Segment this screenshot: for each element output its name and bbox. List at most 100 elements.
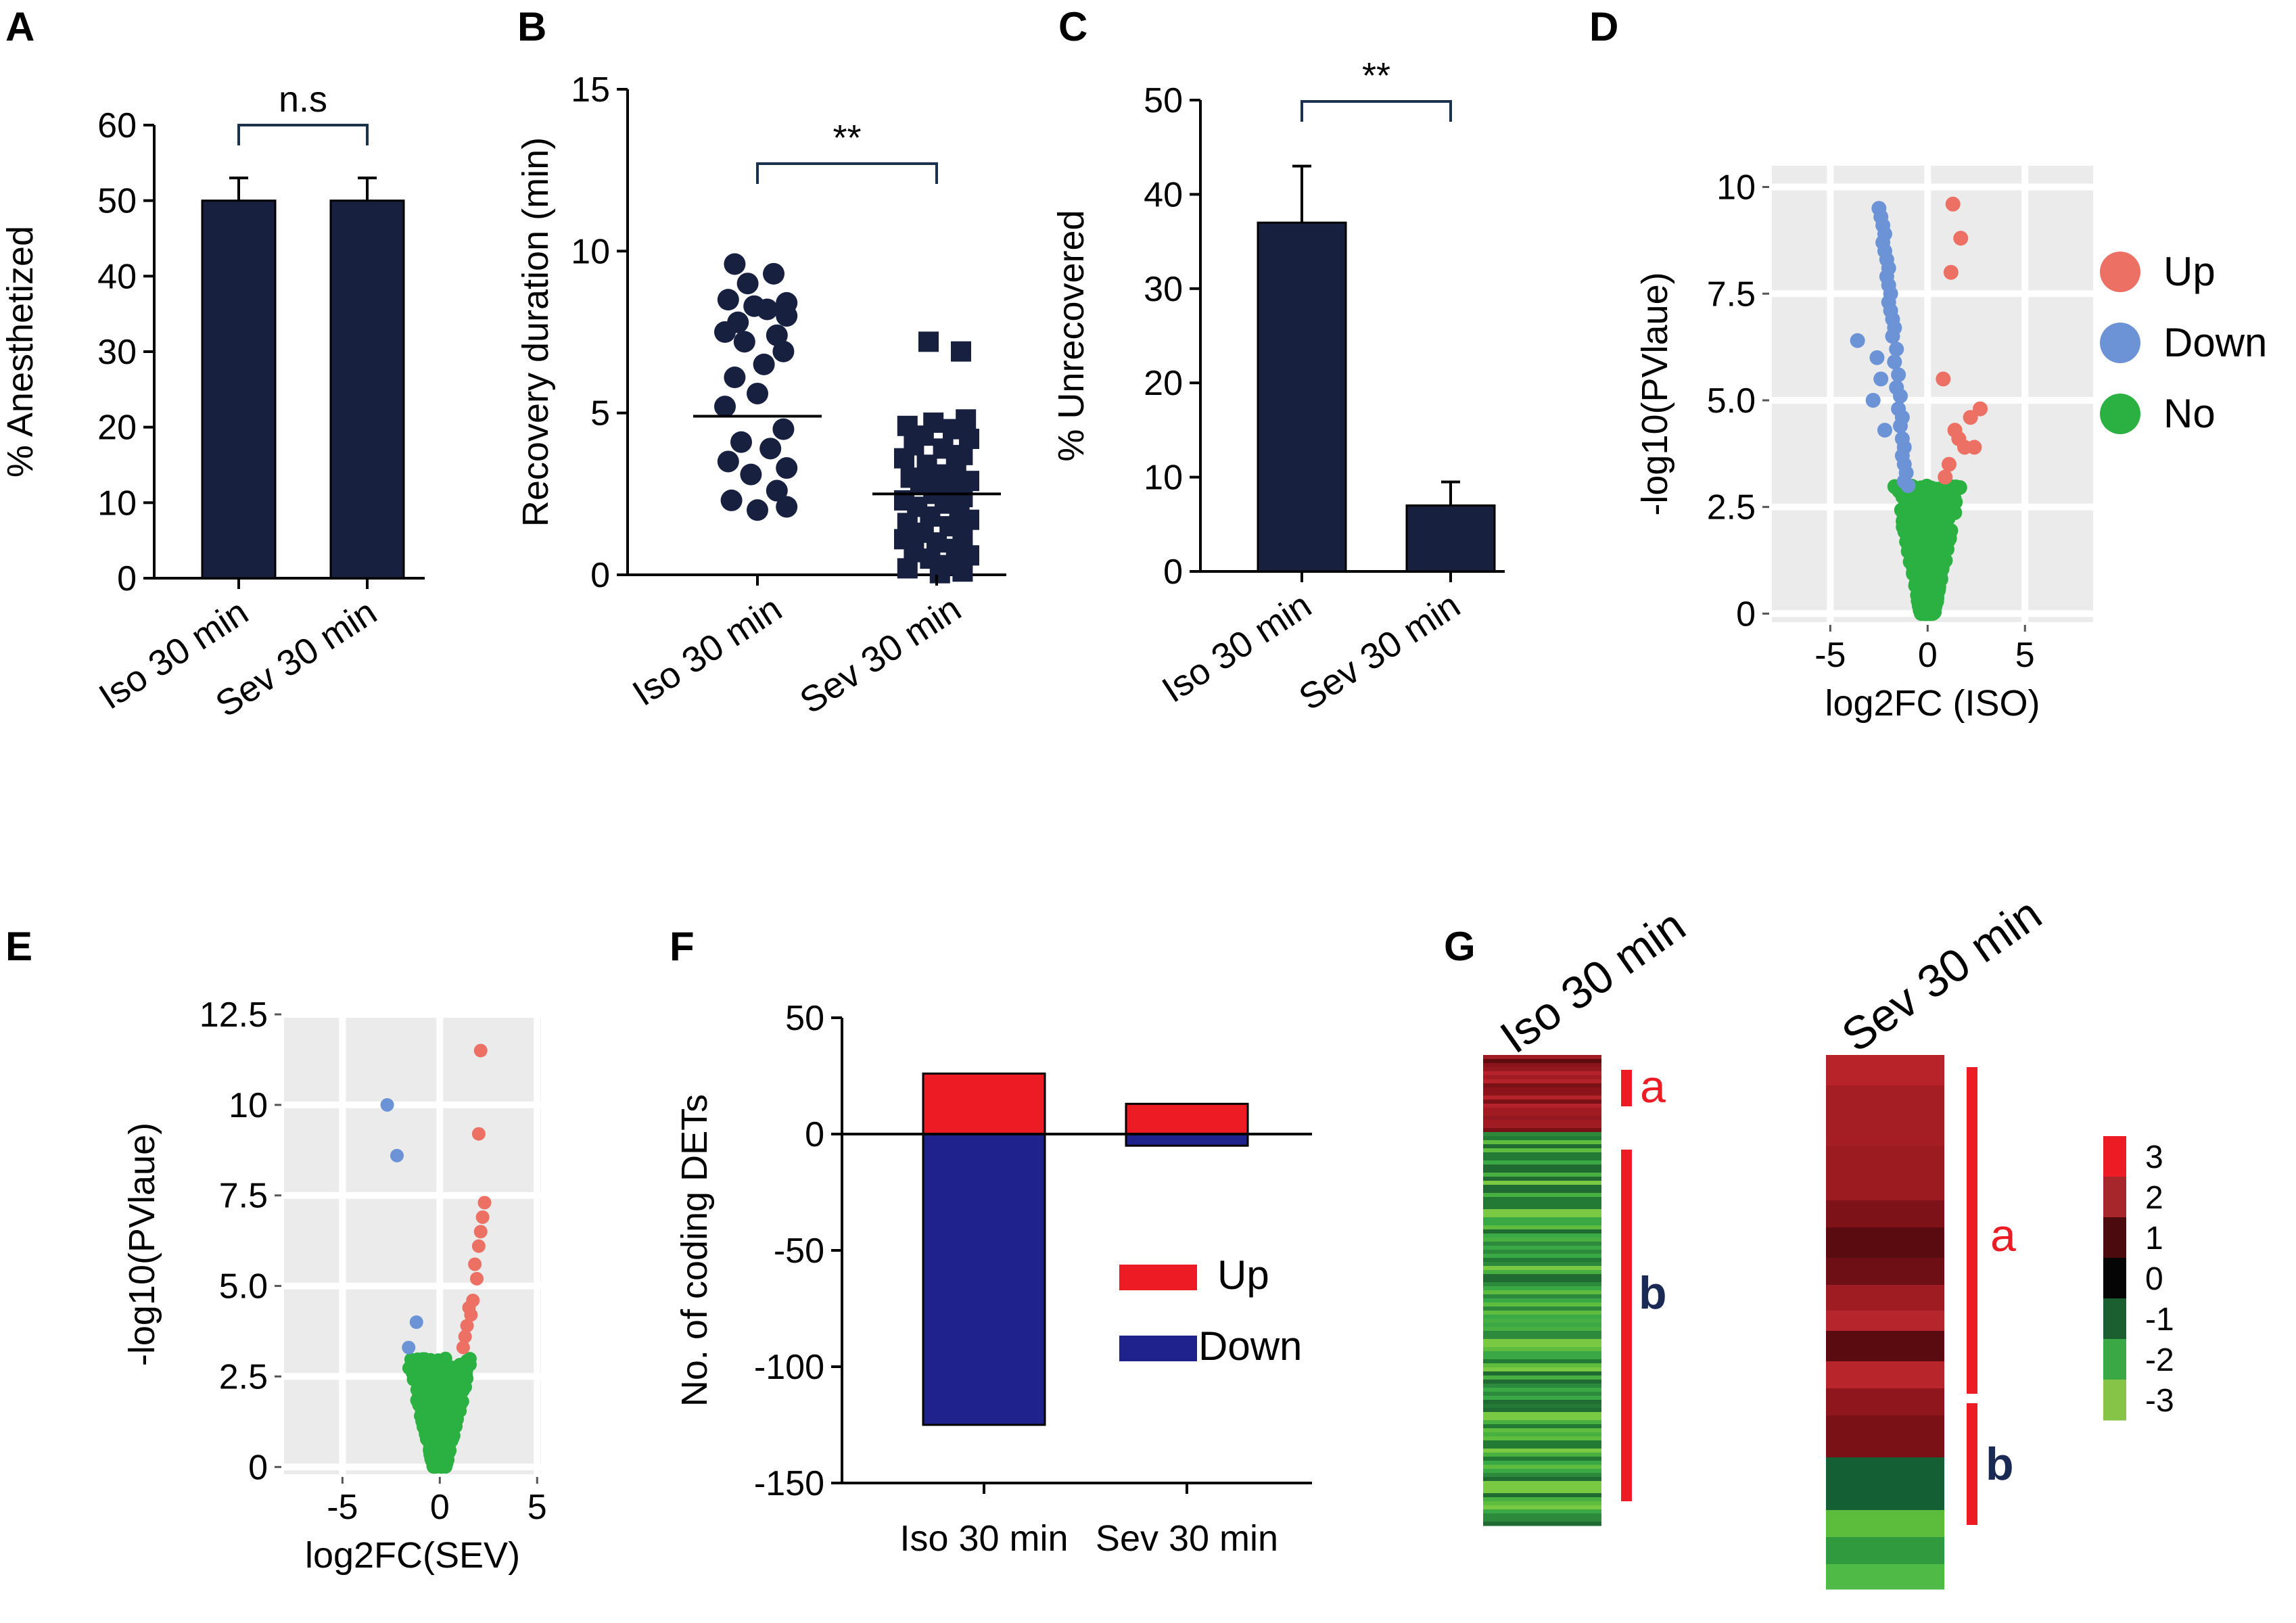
heatmap-cell (1483, 1282, 1601, 1287)
legend-down-label: Down (1198, 1323, 1302, 1369)
y-axis-label: No. of coding DETs (674, 1094, 715, 1407)
legend-up-label: Up (2163, 249, 2216, 294)
heatmap-cell (1483, 1453, 1601, 1457)
heatmap-cell (1483, 1392, 1601, 1396)
data-point (717, 289, 739, 311)
heatmap-cell (1483, 1315, 1601, 1319)
point-up (473, 1225, 488, 1239)
heatmap-cell (1483, 1217, 1601, 1222)
y-tick-label: 12.5 (200, 995, 268, 1035)
heatmap-cell (1483, 1221, 1601, 1226)
heatmap-cell (1483, 1481, 1601, 1486)
colorbar-segment (2103, 1136, 2126, 1177)
heatmap-cell (1826, 1146, 1944, 1201)
x-tick-label: Sev 30 min (1096, 1518, 1278, 1559)
heatmap-cell (1483, 1177, 1601, 1181)
heatmap-cell (1483, 1071, 1601, 1076)
y-tick-label: 50 (1144, 81, 1183, 120)
heatmap-cell (1483, 1461, 1601, 1465)
point-up (1963, 410, 1978, 425)
data-point (776, 305, 798, 327)
y-tick-label: -150 (754, 1464, 824, 1503)
bar (201, 199, 277, 580)
significance-label: n.s (279, 79, 327, 120)
heatmap-cell (1483, 1420, 1601, 1425)
heatmap-cell (1483, 1290, 1601, 1295)
heatmap-column-label-sev: Sev 30 min (1833, 888, 2051, 1062)
heatmap-cell (1483, 1246, 1601, 1250)
y-tick-label: 10 (229, 1086, 268, 1125)
heatmap-cell (1483, 1091, 1601, 1096)
cluster-label-a: a (1990, 1210, 2016, 1261)
heatmap-cell (1483, 1294, 1601, 1299)
heatmap-cell (1826, 1085, 1944, 1147)
legend-no-label: No (2163, 391, 2216, 436)
heatmap-cell (1483, 1505, 1601, 1510)
heatmap-cell (1826, 1055, 1944, 1086)
cluster-label-b: b (1986, 1438, 2014, 1490)
point-no (436, 1399, 450, 1413)
data-point (720, 489, 743, 511)
point-up (475, 1210, 490, 1224)
bar-down (1125, 1133, 1249, 1147)
y-axis-label: Recovery duration (min) (515, 137, 556, 527)
heatmap-cell (1483, 1201, 1601, 1206)
point-no (1934, 561, 1950, 577)
point-no (1913, 490, 1928, 505)
point-no (1927, 576, 1943, 592)
y-tick-label: 2.5 (1707, 488, 1756, 527)
heatmap-cell (1826, 1227, 1944, 1259)
bar-up (1125, 1102, 1249, 1135)
significance-bracket (237, 124, 369, 145)
heatmap-cell (1483, 1513, 1601, 1518)
heatmap-cell (1483, 1473, 1601, 1478)
heatmap-cell (1483, 1193, 1601, 1198)
heatmap-cell (1483, 1079, 1601, 1084)
y-tick-label: 30 (1144, 270, 1183, 309)
point-no (429, 1451, 444, 1465)
point-down (1869, 350, 1885, 365)
point-down (1900, 478, 1916, 494)
heatmap-cell (1826, 1331, 1944, 1362)
heatmap-cell (1826, 1311, 1944, 1332)
data-point (772, 340, 795, 362)
heatmap-cell (1483, 1136, 1601, 1141)
point-down (1850, 333, 1865, 348)
heatmap-cell (1483, 1140, 1601, 1145)
point-down (1889, 342, 1904, 357)
y-tick-label: 2.5 (219, 1357, 268, 1396)
point-no (460, 1354, 474, 1368)
point-no (1920, 590, 1936, 605)
point-up (1945, 196, 1961, 212)
y-tick-label: 0 (117, 559, 137, 598)
heatmap-cell (1483, 1449, 1601, 1453)
heatmap-cell (1483, 1343, 1601, 1348)
heatmap-cell (1483, 1254, 1601, 1259)
point-down (390, 1148, 404, 1162)
point-down (1877, 423, 1892, 438)
data-point (733, 331, 755, 353)
x-tick-label: Sev 30 min (1292, 585, 1467, 718)
heatmap-cell (1483, 1339, 1601, 1344)
point-no (437, 1412, 451, 1426)
point-up (1973, 401, 1988, 417)
heatmap-cell (1483, 1327, 1601, 1332)
heatmap-cell (1826, 1361, 1944, 1389)
heatmap-cell (1483, 1197, 1601, 1202)
y-tick-label: 10 (97, 484, 137, 523)
panel-letter-b: B (517, 4, 546, 49)
point-no (1942, 531, 1957, 546)
cluster-label-a: a (1640, 1061, 1666, 1112)
heatmap-cell (1483, 1408, 1601, 1413)
y-tick-label: 50 (97, 182, 137, 221)
cluster-bar-b (1621, 1150, 1632, 1501)
heatmap-cell (1483, 1436, 1601, 1441)
heatmap-cell (1826, 1258, 1944, 1286)
panel-letter-f: F (670, 924, 695, 969)
y-tick-label: 0 (1736, 594, 1756, 634)
colorbar-tick-label: 0 (2145, 1261, 2163, 1297)
heatmap-cell (1483, 1096, 1601, 1100)
cluster-label-b: b (1639, 1267, 1667, 1319)
heatmap-cell (1483, 1323, 1601, 1327)
